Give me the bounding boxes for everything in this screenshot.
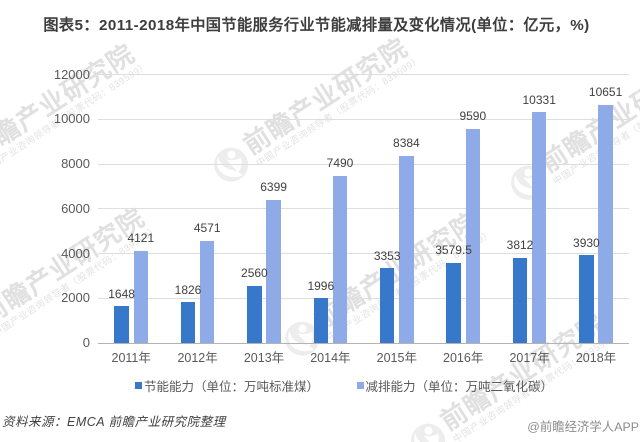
bar-减排能力-2018年 — [598, 104, 613, 343]
watermark-subtext: 中国产业咨询领导者（股票代码：839599） — [253, 54, 424, 170]
bar-减排能力-2016年 — [465, 128, 481, 343]
data-label: 1826 — [174, 282, 202, 297]
data-label: 3353 — [373, 248, 401, 263]
watermark-text: 前瞻产业研究院 — [535, 50, 640, 179]
y-axis-tick-label: 2000 — [61, 290, 90, 306]
credit-note: @前瞻经济学人APP — [527, 420, 639, 434]
data-label: 9590 — [459, 109, 487, 124]
source-note: 资料来源：EMCA 前瞻产业研究院整理 — [2, 415, 226, 429]
x-axis-tick-label: 2014年 — [310, 351, 351, 365]
y-axis-tick-label: 6000 — [61, 200, 90, 216]
bar-减排能力-2014年 — [332, 175, 348, 343]
qianzhan-logo-icon — [213, 147, 248, 182]
data-label: 4121 — [127, 231, 155, 246]
x-axis-tick-label: 2013年 — [243, 351, 285, 365]
y-axis-tick-label: 12000 — [53, 66, 90, 82]
bar-减排能力-2013年 — [266, 199, 281, 343]
x-axis-tick-label: 2016年 — [443, 351, 484, 365]
data-label: 10331 — [522, 92, 556, 107]
x-axis-tick-label: 2018年 — [575, 351, 617, 365]
y-axis-tick-label: 8000 — [61, 156, 90, 172]
x-axis-line — [98, 342, 630, 344]
bar-减排能力-2015年 — [399, 155, 414, 343]
watermark-text: 前瞻产业研究院 — [0, 202, 150, 331]
legend-marker-icon — [135, 381, 142, 389]
x-axis-tick-label: 2011年 — [111, 351, 151, 365]
data-label: 2560 — [241, 266, 268, 281]
data-label: 8384 — [393, 136, 420, 151]
watermark-text: 前瞻产业研究院 — [0, 38, 140, 167]
x-axis-tick-label: 2012年 — [177, 351, 218, 365]
qianzhan-logo-icon — [411, 423, 446, 442]
data-label: 6399 — [260, 180, 287, 195]
data-label: 1996 — [307, 278, 335, 293]
bar-减排能力-2017年 — [531, 112, 547, 343]
watermark-text: 前瞻产业研究院 — [237, 32, 413, 161]
bar-节能能力-2013年 — [247, 285, 262, 343]
watermark-texts: 前瞻产业研究院 中国产业咨询领导者（股票代码：839599） — [535, 49, 640, 187]
y-axis-tick-label: 10000 — [53, 111, 90, 127]
x-axis-tick-label: 2017年 — [509, 351, 550, 365]
gridline — [98, 118, 630, 120]
data-label: 4571 — [193, 221, 221, 236]
legend-entry-emission-reduction: 减排能力（单位：万吨二氧化碳） — [356, 378, 554, 394]
bar-节能能力-2015年 — [379, 268, 395, 343]
bar-节能能力-2014年 — [313, 298, 329, 343]
y-axis-tick-label: 0 — [82, 335, 90, 350]
gridline — [98, 297, 630, 299]
gridline — [98, 163, 630, 165]
bar-节能能力-2018年 — [579, 255, 594, 343]
data-label: 1648 — [108, 286, 135, 301]
bar-减排能力-2011年 — [133, 250, 149, 343]
watermark-texts: 前瞻产业研究院 中国产业咨询领导者（股票代码：839599） — [0, 37, 151, 175]
data-label: 3930 — [573, 235, 600, 250]
y-axis-tick-label: 4000 — [61, 245, 90, 261]
data-label: 7490 — [326, 156, 354, 171]
bar-节能能力-2012年 — [180, 302, 196, 343]
legend-marker-icon — [356, 381, 364, 389]
bar-节能能力-2016年 — [446, 262, 461, 343]
x-axis-tick-label: 2015年 — [376, 351, 417, 365]
watermark: 前瞻产业研究院 中国产业咨询领导者（股票代码：839599） — [503, 49, 640, 209]
gridline — [98, 253, 630, 255]
bar-减排能力-2012年 — [199, 240, 215, 343]
chart-title: 图表5：2011-2018年中国节能服务行业节能减排量及变化情况(单位：亿元，%… — [43, 16, 590, 34]
data-label: 3812 — [506, 238, 534, 253]
legend-label: 减排能力（单位：万吨二氧化碳） — [365, 379, 554, 394]
watermark: 前瞻产业研究院 中国产业咨询领导者（股票代码：839599） — [206, 31, 423, 191]
gridline — [98, 74, 630, 76]
data-label: 3579.5 — [435, 243, 472, 258]
bar-节能能力-2011年 — [114, 306, 129, 343]
legend-entry-energy-saving: 节能能力（单位：万吨标准煤） — [135, 378, 320, 394]
gridline — [98, 208, 630, 210]
bar-节能能力-2017年 — [512, 257, 528, 343]
data-label: 10651 — [588, 85, 623, 100]
legend-label: 节能能力（单位：万吨标准煤） — [144, 379, 320, 394]
